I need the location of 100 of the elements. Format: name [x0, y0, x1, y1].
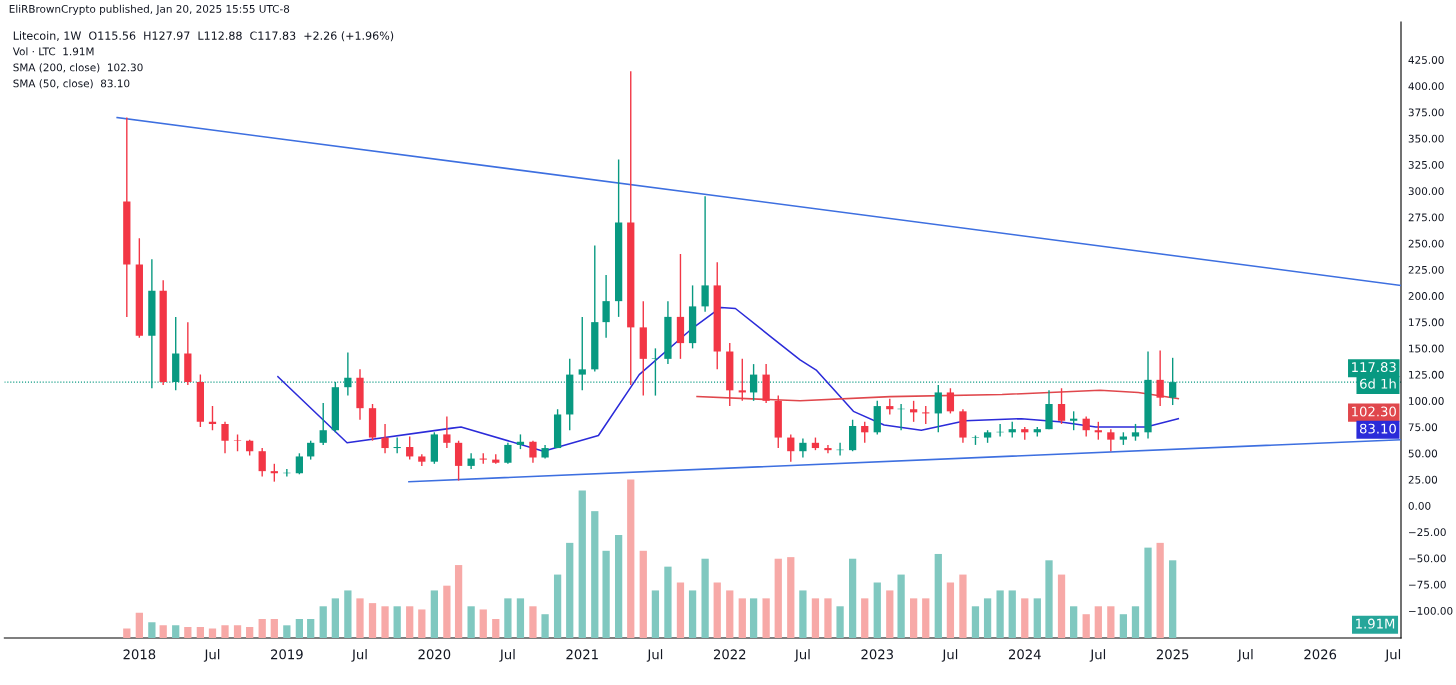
ref-line-label: 117.83 [1352, 362, 1396, 373]
bar [368, 603, 377, 638]
bar [922, 598, 930, 638]
bar [541, 614, 549, 638]
candlestick [529, 440, 537, 464]
bar [946, 582, 955, 638]
y-tick-label: 25.00 [1408, 475, 1438, 484]
y-tick-label: 175.00 [1409, 318, 1444, 327]
x-tick-label: 2021 [566, 649, 598, 660]
bar [591, 511, 599, 638]
bar [1131, 606, 1140, 638]
candlestick [443, 415, 451, 449]
bar [688, 590, 697, 638]
bar [836, 606, 844, 638]
bar [566, 542, 574, 638]
bar [454, 565, 463, 638]
annotation: 1.91M [1356, 618, 1395, 629]
bar [1082, 614, 1090, 638]
x-tick-label: 2022 [713, 649, 746, 660]
bar [1033, 598, 1041, 638]
x-tick-label: 2025 [1156, 649, 1189, 660]
bar [344, 590, 352, 638]
bar [1094, 606, 1102, 638]
bar [996, 590, 1004, 638]
bar [861, 598, 869, 638]
bar [910, 598, 918, 638]
bar [824, 598, 832, 638]
y-tick-label: 125.00 [1409, 370, 1444, 379]
bar [934, 553, 942, 638]
bar [848, 558, 857, 638]
bar [726, 590, 734, 638]
x-tick-label: Jul [794, 649, 810, 662]
bar [676, 582, 685, 638]
bar [897, 574, 905, 638]
text: Litecoin, 1W O115.56 H127.97 L112.88 C117.83 +2.26 (+1.96%) [13, 31, 394, 42]
candlestick [258, 447, 266, 478]
x-tick-label: 2018 [123, 649, 156, 660]
bar [221, 625, 229, 638]
bar [1107, 606, 1115, 638]
bar [886, 590, 894, 638]
candlestick [1107, 428, 1115, 452]
bar [664, 566, 672, 638]
y-tick-label: 200.00 [1408, 292, 1444, 300]
bar [123, 628, 131, 638]
bar [701, 558, 709, 638]
bar [627, 479, 635, 638]
x-tick-label: Jul [203, 649, 220, 662]
candlestick [504, 442, 512, 465]
candlestick [307, 440, 315, 461]
x-tick-label: 2026 [1304, 649, 1337, 660]
y-tick-label: 150.00 [1409, 344, 1444, 353]
candlestick [787, 433, 795, 463]
annotation: 6d 1h [1360, 378, 1396, 389]
bar [811, 598, 820, 638]
candlestick [824, 444, 832, 454]
x-tick-label: 2019 [271, 649, 303, 660]
annotation: SMA (200, close) 102.30 [13, 63, 143, 73]
x-tick-label: Jul [1237, 649, 1253, 662]
candlestick [701, 195, 709, 313]
y-tick-label: 400.00 [1408, 82, 1444, 91]
annotation: SMA (50, close) 83.10 [13, 79, 130, 89]
bar [1156, 542, 1164, 638]
bar [184, 626, 192, 638]
bar [430, 590, 438, 638]
y-tick-label: 100.00 [1409, 397, 1444, 405]
y-tick-label: 225.00 [1408, 265, 1444, 274]
candlestick [861, 421, 869, 444]
x-tick-label: 2024 [1008, 649, 1041, 660]
bar [602, 550, 610, 638]
candlestick [934, 384, 942, 434]
candlestick [602, 274, 610, 339]
text: EliRBrownCrypto published, Jan 20, 2025 15:55 UTC-8 [9, 4, 290, 15]
candlestick [406, 435, 414, 461]
bar [319, 606, 327, 638]
bar [148, 622, 156, 638]
bar [233, 625, 242, 638]
y-tick-label: −50.00 [1409, 554, 1446, 563]
y-tick-label: 250.00 [1408, 239, 1444, 248]
bar [529, 606, 537, 638]
bar [651, 590, 660, 638]
bar [713, 582, 721, 638]
bar [356, 598, 364, 638]
y-tick-label: 325.00 [1408, 160, 1444, 169]
x-tick-label: Jul [646, 649, 663, 662]
bar [172, 625, 180, 638]
y-tick-label: −100.00 [1409, 606, 1453, 615]
bar [1057, 574, 1066, 638]
bar [307, 618, 315, 638]
bar [578, 490, 586, 638]
bar [516, 598, 525, 638]
y-tick-label: 300.00 [1408, 187, 1444, 196]
y-tick-label: 75.00 [1408, 423, 1438, 432]
bar [1045, 560, 1053, 638]
candlestick [1082, 415, 1090, 438]
bar [983, 598, 992, 638]
bar [270, 618, 278, 638]
candlestick [208, 405, 217, 431]
bar [406, 606, 414, 638]
bar [971, 606, 980, 638]
y-tick-label: 50.00 [1408, 449, 1438, 458]
